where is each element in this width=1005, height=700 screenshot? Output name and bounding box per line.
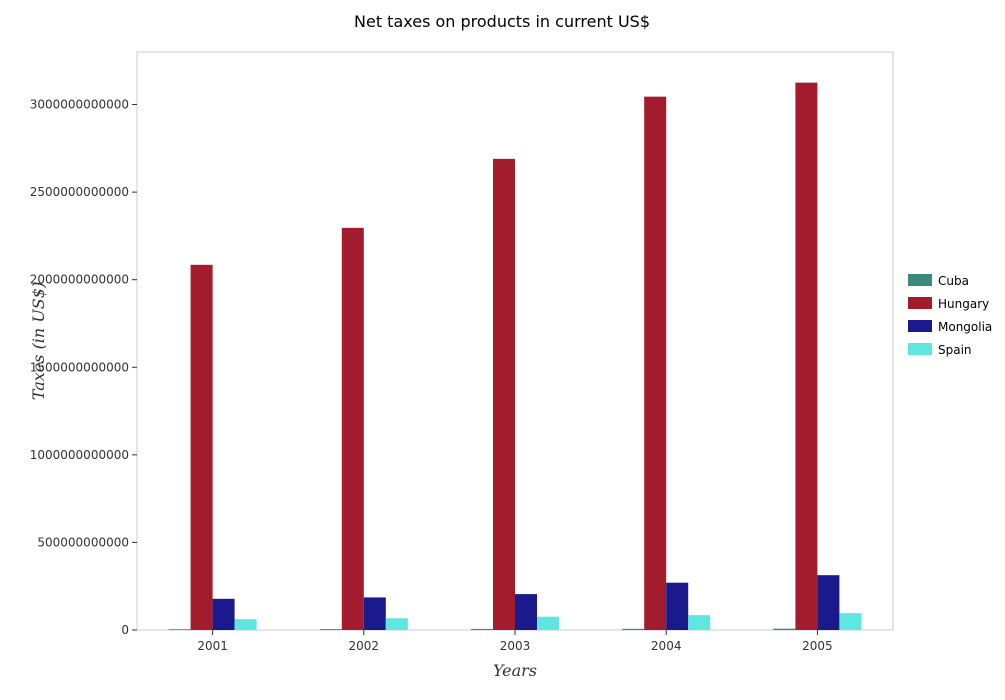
x-tick-label: 2004 xyxy=(651,639,682,653)
bar-cuba-2001 xyxy=(168,629,191,630)
legend-swatch-hungary xyxy=(908,297,932,309)
legend-label-mongolia: Mongolia xyxy=(938,320,992,334)
bar-hungary-2005 xyxy=(795,82,818,631)
x-axis-label: Years xyxy=(493,661,537,680)
legend-label-cuba: Cuba xyxy=(938,274,969,288)
legend-label-spain: Spain xyxy=(938,343,972,357)
bar-hungary-2001 xyxy=(190,264,213,630)
bar-cuba-2003 xyxy=(471,628,493,630)
bar-spain-2005 xyxy=(839,613,862,630)
y-tick-label: 1000000000000 xyxy=(30,448,129,462)
bar-spain-2003 xyxy=(537,616,559,630)
y-tick-label: 3000000000000 xyxy=(30,98,129,112)
bars xyxy=(168,82,862,631)
x-tick-label: 2003 xyxy=(500,639,531,653)
bar-cuba-2002 xyxy=(319,629,342,630)
bar-hungary-2002 xyxy=(341,227,364,631)
y-tick-label: 500000000000 xyxy=(37,535,129,549)
bar-cuba-2004 xyxy=(622,628,645,630)
bar-mongolia-2001 xyxy=(212,598,235,630)
bar-mongolia-2005 xyxy=(817,575,840,630)
bar-mongolia-2002 xyxy=(363,597,386,630)
bar-cuba-2005 xyxy=(773,628,796,630)
bar-spain-2001 xyxy=(234,619,257,630)
legend: Cuba Hungary Mongolia Spain xyxy=(908,274,992,357)
chart-title: Net taxes on products in current US$ xyxy=(354,12,650,31)
x-axis: 2001 2002 2003 2004 2005 xyxy=(197,630,833,653)
y-axis: 0 500000000000 1000000000000 1500000000000 2… xyxy=(30,98,137,637)
bar-mongolia-2003 xyxy=(515,594,537,630)
x-tick-label: 2005 xyxy=(802,639,833,653)
bar-spain-2004 xyxy=(688,615,711,630)
x-tick-label: 2002 xyxy=(349,639,380,653)
y-tick-label: 2500000000000 xyxy=(30,185,129,199)
legend-swatch-spain xyxy=(908,343,932,355)
y-axis-label: Taxes (in US$) xyxy=(29,282,48,400)
y-tick-label: 0 xyxy=(121,623,129,637)
x-tick-label: 2001 xyxy=(197,639,228,653)
bar-mongolia-2004 xyxy=(666,582,689,630)
y-tick-label: 1500000000000 xyxy=(30,360,129,374)
bar-hungary-2004 xyxy=(644,96,667,630)
legend-label-hungary: Hungary xyxy=(938,297,989,311)
bar-hungary-2003 xyxy=(493,158,515,631)
bar-spain-2002 xyxy=(385,618,408,630)
y-tick-label: 2000000000000 xyxy=(30,273,129,287)
legend-swatch-cuba xyxy=(908,274,932,286)
legend-swatch-mongolia xyxy=(908,320,932,332)
